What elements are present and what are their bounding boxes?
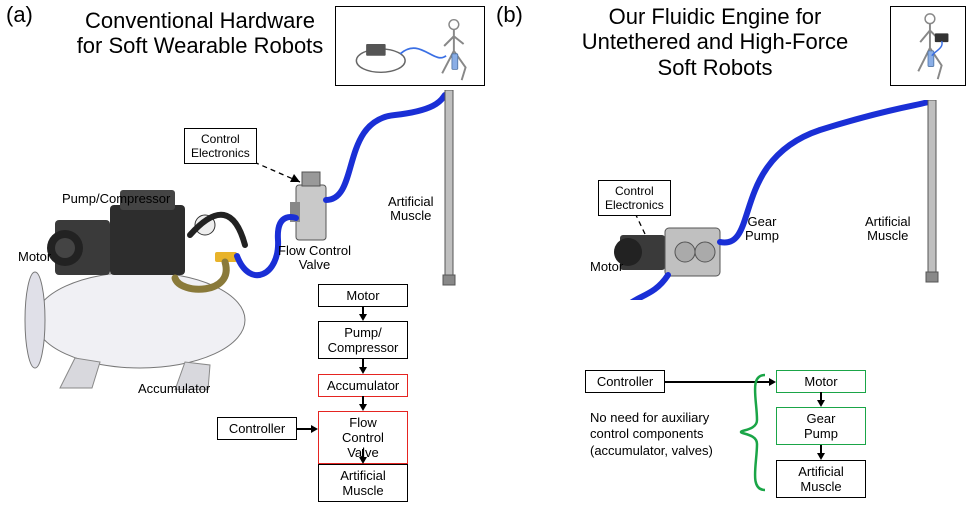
valve-shape	[290, 172, 326, 240]
panel-a: (a) Conventional Hardware for Soft Weara…	[0, 0, 490, 509]
panel-a-title: Conventional Hardware for Soft Wearable …	[40, 8, 360, 59]
label-gearpump: Gear Pump	[745, 215, 779, 244]
thumb-b	[890, 6, 966, 86]
label-motor-b: Motor	[590, 260, 623, 274]
title-a-line2: for Soft Wearable Robots	[77, 33, 324, 58]
flow-a-motor: Motor	[318, 284, 408, 307]
green-brace	[735, 370, 775, 495]
title-a-line1: Conventional Hardware	[85, 8, 315, 33]
muscle-rod-b	[928, 100, 936, 275]
hose-b-down	[628, 275, 668, 300]
thumb-a-illustration	[336, 7, 484, 85]
panel-b-title: Our Fluidic Engine for Untethered and Hi…	[560, 4, 870, 80]
thumb-a	[335, 6, 485, 86]
title-b-line3: Soft Robots	[658, 55, 773, 80]
flowchart-a: Motor Pump/ Compressor Accumulator Flow …	[212, 284, 482, 504]
label-muscle-b: Artificial Muscle	[865, 215, 911, 244]
panel-b: (b) Our Fluidic Engine for Untethered an…	[490, 0, 972, 509]
flow-b-gearpump: Gear Pump	[776, 407, 866, 445]
dashed-b	[635, 213, 645, 234]
control-electronics-box-a: Control Electronics	[184, 128, 257, 164]
flow-a-accumulator: Accumulator	[318, 374, 408, 397]
label-accumulator: Accumulator	[138, 382, 210, 396]
flow-b-muscle: Artificial Muscle	[776, 460, 866, 498]
panel-a-tag: (a)	[6, 2, 33, 28]
hose-2	[326, 95, 445, 200]
flow-a-pump: Pump/ Compressor	[318, 321, 408, 359]
muscle-rod-a	[445, 90, 453, 280]
label-pump-compressor: Pump/Compressor	[62, 192, 170, 206]
label-fcv: Flow Control Valve	[278, 244, 351, 273]
control-electronics-box-b: Control Electronics	[598, 180, 671, 216]
figure: (a) Conventional Hardware for Soft Weara…	[0, 0, 972, 509]
motor-shape	[47, 220, 110, 275]
thumb-b-illustration	[891, 7, 965, 85]
panel-b-tag: (b)	[496, 2, 523, 28]
label-motor-a: Motor	[18, 250, 51, 264]
flow-b-controller: Controller	[585, 370, 665, 393]
label-muscle-a: Artificial Muscle	[388, 195, 434, 224]
flow-a-muscle: Artificial Muscle	[318, 464, 408, 502]
title-b-line1: Our Fluidic Engine for	[609, 4, 822, 29]
gearpump-shape	[665, 228, 720, 276]
flow-a-controller: Controller	[217, 417, 297, 440]
flow-b-motor: Motor	[776, 370, 866, 393]
hardware-b-illustration	[490, 100, 972, 300]
title-b-line2: Untethered and High-Force	[582, 29, 849, 54]
note-b: No need for auxiliary control components…	[590, 410, 740, 459]
